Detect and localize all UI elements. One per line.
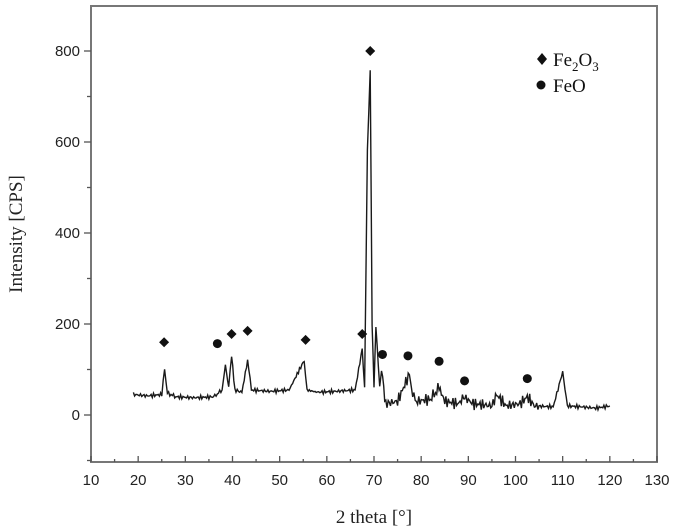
diamond-marker-icon	[226, 329, 237, 340]
legend-label-feo: FeO	[553, 76, 586, 97]
x-tick-label: 80	[413, 472, 430, 489]
circle-marker-icon	[536, 80, 546, 90]
diamond-marker-icon	[242, 325, 253, 336]
x-tick-label: 130	[644, 472, 669, 489]
x-axis-title: 2 theta [°]	[336, 507, 412, 528]
diamond-marker-icon	[300, 334, 311, 345]
y-tick-label: 400	[55, 225, 80, 242]
legend: Fe2O3 FeO	[536, 50, 599, 97]
diamond-marker-icon	[365, 46, 376, 56]
y-tick-label: 200	[55, 316, 80, 333]
x-tick-label: 70	[366, 472, 383, 489]
y-tick-label: 0	[72, 407, 80, 424]
diamond-marker-icon	[159, 337, 170, 348]
x-tick-label: 60	[318, 472, 335, 489]
x-tick-label: 40	[224, 472, 241, 489]
x-axis: 10 20 30 40 50 60 70 80 90 100 110 120 130	[83, 456, 670, 489]
circle-marker-icon	[460, 376, 470, 386]
x-tick-label: 110	[551, 472, 575, 489]
data-series	[132, 70, 611, 413]
x-tick-label: 10	[83, 472, 100, 489]
y-tick-label: 800	[55, 43, 80, 60]
peak-markers	[159, 46, 532, 386]
circle-marker-icon	[522, 374, 532, 384]
circle-marker-icon	[212, 339, 222, 349]
plot-frame	[90, 5, 658, 463]
legend-item-fe2o3: Fe2O3	[537, 50, 599, 74]
y-axis-title: Intensity [CPS]	[6, 175, 27, 293]
circle-marker-icon	[403, 351, 413, 361]
y-axis: 0 200 400 600 800	[55, 43, 91, 462]
x-tick-label: 90	[460, 472, 477, 489]
x-tick-label: 100	[503, 472, 528, 489]
diamond-marker-icon	[357, 329, 368, 340]
y-tick-label: 600	[55, 134, 80, 151]
circle-marker-icon	[377, 349, 387, 359]
xrd-trace	[132, 70, 611, 413]
x-tick-label: 20	[130, 472, 147, 489]
legend-item-feo: FeO	[536, 76, 586, 97]
legend-label-fe2o3: Fe2O3	[553, 50, 599, 74]
diamond-marker-icon	[537, 53, 547, 65]
x-tick-label: 30	[177, 472, 194, 489]
circle-marker-icon	[434, 356, 444, 366]
x-tick-label: 50	[271, 472, 288, 489]
x-tick-label: 120	[597, 472, 622, 489]
